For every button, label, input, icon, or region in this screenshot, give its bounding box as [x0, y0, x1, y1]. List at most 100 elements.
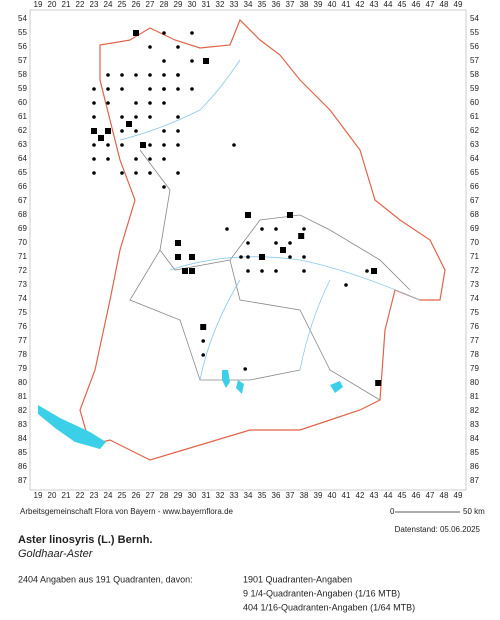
row-label: 62 — [18, 126, 27, 135]
quadrant-dot — [162, 87, 166, 91]
quadrant-dot — [162, 129, 166, 133]
quadrant-dot — [148, 87, 152, 91]
quadrant-square — [98, 135, 104, 141]
row-label: 71 — [18, 252, 27, 261]
quadrant-dot — [92, 157, 96, 161]
quadrant-dot — [148, 101, 152, 105]
row-label: 58 — [18, 70, 27, 79]
quadrant-dot — [201, 353, 205, 357]
quadrant-square — [287, 212, 293, 218]
column-label: 23 — [90, 491, 99, 500]
quadrant-dot — [120, 115, 124, 119]
summary: 2404 Angaben aus 191 Quadranten, davon: — [18, 574, 193, 584]
quadrant-dot — [162, 59, 166, 63]
row-label: 68 — [18, 210, 27, 219]
column-label: 49 — [454, 0, 463, 9]
column-label: 19 — [34, 491, 43, 500]
quadrant-dot — [106, 87, 110, 91]
row-label: 59 — [18, 84, 27, 93]
row-label: 57 — [470, 56, 479, 65]
row-label: 72 — [18, 266, 27, 275]
column-label: 27 — [146, 491, 155, 500]
row-label: 80 — [18, 378, 27, 387]
column-label: 37 — [286, 491, 295, 500]
column-label: 40 — [328, 0, 337, 9]
quadrant-dot — [120, 73, 124, 77]
row-label: 83 — [470, 420, 479, 429]
column-label: 42 — [356, 0, 365, 9]
column-label: 40 — [328, 491, 337, 500]
row-label: 81 — [18, 392, 27, 401]
column-label: 24 — [104, 0, 113, 9]
grid: 19 19 20 20 21 21 22 22 23 23 24 24 25 25 26 26 27 27 28 28… — [18, 0, 479, 500]
quadrant-dot — [288, 255, 292, 259]
quadrant-dot — [148, 171, 152, 175]
quadrant-square — [200, 324, 207, 330]
column-label: 35 — [258, 491, 267, 500]
column-label: 45 — [398, 0, 407, 9]
quadrant-dot — [190, 87, 194, 91]
row-label: 69 — [18, 224, 27, 233]
quadrant-square — [280, 247, 286, 253]
row-label: 62 — [470, 126, 479, 135]
column-label: 22 — [76, 0, 85, 9]
title: Aster linosyris (L.) Bernh. — [18, 534, 152, 546]
row-label: 86 — [470, 462, 479, 471]
column-label: 25 — [118, 0, 127, 9]
quadrant-square — [182, 268, 188, 274]
row-label: 60 — [470, 98, 479, 107]
column-label: 42 — [356, 491, 365, 500]
row-label: 66 — [18, 182, 27, 191]
quadrant-dot — [190, 59, 194, 63]
column-label: 33 — [230, 491, 239, 500]
quadrant-dot — [148, 45, 152, 49]
column-label: 28 — [160, 0, 169, 9]
row-label: 80 — [470, 378, 479, 387]
column-label: 26 — [132, 0, 141, 9]
quadrant-dot — [302, 269, 306, 273]
quadrant-dot — [176, 45, 180, 49]
quadrant-dot — [134, 129, 138, 133]
quadrant-square — [91, 128, 97, 134]
river — [119, 59, 421, 381]
column-label: 27 — [146, 0, 155, 9]
column-label: 34 — [244, 0, 253, 9]
row-label: 63 — [18, 140, 27, 149]
column-label: 48 — [440, 491, 449, 500]
quadrant-dot — [106, 157, 110, 161]
date: Datenstand: 05.06.2025 — [395, 525, 481, 534]
column-label: 23 — [90, 0, 99, 9]
quadrant-square — [189, 254, 195, 260]
row-label: 78 — [470, 350, 479, 359]
quadrant-dot — [232, 143, 236, 147]
row-label: 79 — [18, 364, 27, 373]
column-label: 38 — [300, 0, 309, 9]
column-label: 44 — [384, 491, 393, 500]
column-label: 39 — [314, 491, 323, 500]
map-frame — [29, 9, 467, 491]
row-label: 63 — [470, 140, 479, 149]
credit: Arbeitsgemeinschaft Flora von Bayern - w… — [20, 507, 234, 516]
row-label: 56 — [18, 42, 27, 51]
quadrant-dot — [176, 73, 180, 77]
quadrant-dot — [134, 101, 138, 105]
quadrant-dot — [120, 143, 124, 147]
quadrant-square — [175, 240, 181, 246]
quadrant-dot — [274, 227, 278, 231]
column-label: 47 — [426, 491, 435, 500]
quadrant-dot — [176, 87, 180, 91]
column-label: 20 — [48, 0, 57, 9]
row-label: 60 — [18, 98, 27, 107]
row-label: 66 — [470, 182, 479, 191]
quadrant-square — [140, 142, 146, 148]
quadrant-dot — [302, 255, 306, 259]
quadrant-dot — [148, 143, 152, 147]
row-label: 57 — [18, 56, 27, 65]
column-label: 47 — [426, 0, 435, 9]
row-label: 85 — [470, 448, 479, 457]
row-label: 74 — [18, 294, 27, 303]
column-label: 31 — [202, 0, 211, 9]
quadrant-square — [189, 268, 195, 274]
quadrant-dot — [106, 73, 110, 77]
row-label: 69 — [470, 224, 479, 233]
